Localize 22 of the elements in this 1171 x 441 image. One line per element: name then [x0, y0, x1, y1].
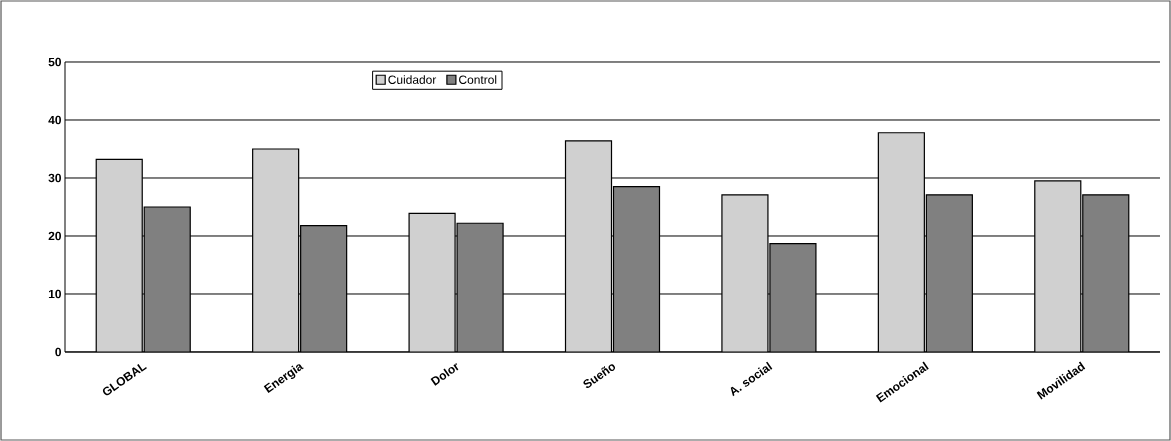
bar — [564, 140, 613, 352]
y-tick-label: 30 — [48, 173, 61, 183]
bar — [1034, 180, 1082, 352]
y-tick-label: 0 — [55, 347, 61, 357]
bar — [252, 148, 300, 352]
legend-label: Cuidador — [388, 75, 437, 84]
y-tick-label: 40 — [48, 115, 61, 125]
bar — [456, 222, 504, 352]
bar — [925, 194, 973, 352]
bar — [300, 224, 348, 352]
bar — [612, 186, 661, 352]
bar — [408, 212, 456, 352]
legend-label: Control — [459, 75, 497, 84]
bar — [95, 158, 143, 352]
y-tick-label: 50 — [48, 57, 61, 67]
bar — [143, 206, 191, 352]
y-tick-label: 20 — [48, 231, 61, 241]
y-tick-label: 10 — [48, 289, 61, 299]
bar — [877, 132, 925, 352]
bar — [769, 242, 817, 352]
bar — [721, 194, 769, 352]
bar — [1082, 194, 1130, 352]
